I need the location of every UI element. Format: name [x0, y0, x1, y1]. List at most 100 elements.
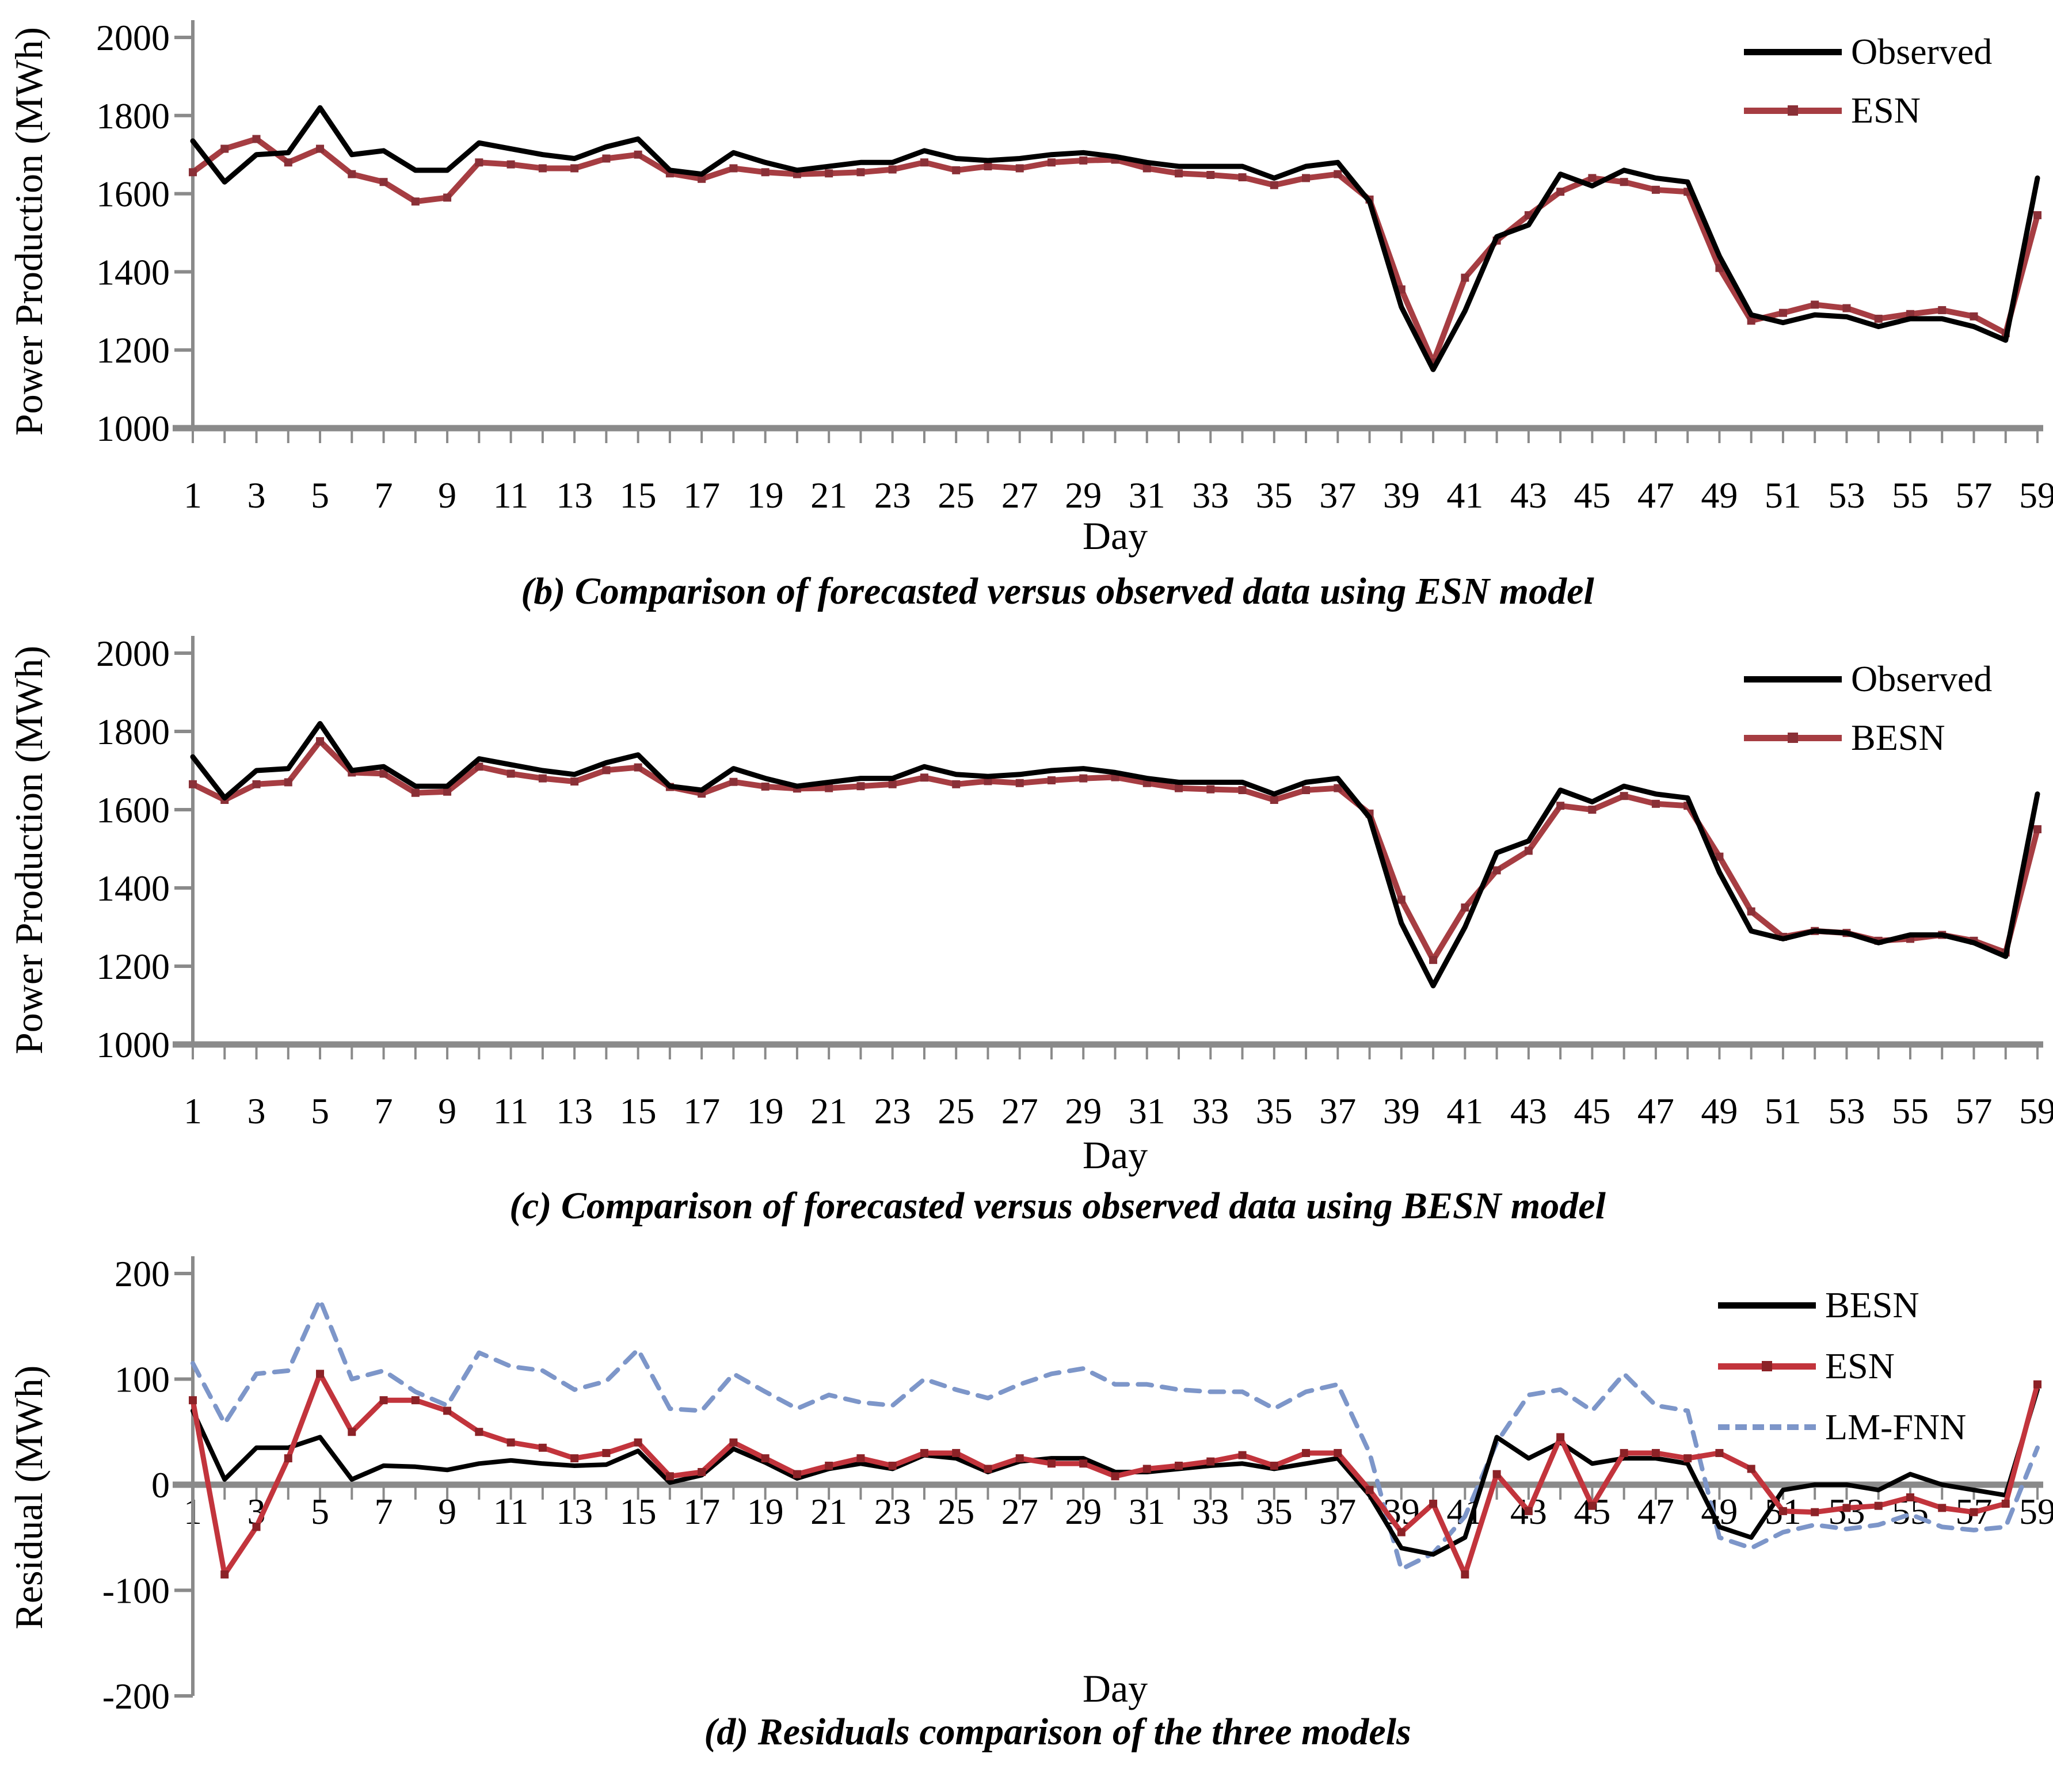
data-point-marker	[761, 168, 770, 177]
data-point-marker	[888, 1461, 897, 1470]
data-point-marker	[1874, 314, 1883, 323]
data-point-marker	[602, 154, 611, 163]
legend-label: LM-FNN	[1825, 1406, 1967, 1447]
data-point-marker	[1047, 158, 1056, 167]
chart-b-y-axis-title: Power Production (MWh)	[7, 26, 51, 436]
x-tick-label: 15	[620, 1091, 657, 1131]
data-point-marker	[570, 777, 579, 786]
legend-item-besn: BESN	[1718, 1282, 1966, 1328]
legend-item-observed: Observed	[1744, 656, 1992, 702]
data-point-marker	[1302, 174, 1311, 182]
data-point-marker	[538, 164, 547, 173]
data-point-marker	[284, 1454, 292, 1463]
x-tick-label: 17	[683, 475, 720, 516]
data-point-marker	[698, 174, 706, 183]
data-point-marker	[984, 777, 992, 786]
data-point-marker	[1461, 903, 1469, 912]
data-point-marker	[1811, 1508, 1819, 1516]
c-x-tick-labels: 1 3 5 7 9 11 13 15 17 19 21 23 25 27 29 31 33 35 37 39 41 43 4…	[184, 1091, 2053, 1131]
data-point-marker	[1620, 178, 1628, 186]
data-point-marker	[1620, 1448, 1628, 1457]
x-tick-label: 47	[1637, 1091, 1674, 1131]
b-x-tick-labels: 1 3 5 7 9 11 13 15 17 19 21 23 25 27 29 31 33 35 37 39 41 43 4…	[184, 475, 2053, 516]
y-tick-label: 1400	[96, 251, 170, 292]
x-tick-label: 7	[375, 1091, 393, 1131]
data-point-marker	[1079, 1459, 1088, 1468]
data-point-marker	[1206, 785, 1215, 794]
x-tick-label: 27	[1001, 475, 1038, 516]
data-point-marker	[189, 168, 197, 177]
data-point-marker	[475, 1428, 483, 1436]
data-point-marker	[856, 168, 865, 177]
legend-label: ESN	[1851, 90, 1921, 131]
data-point-marker	[1651, 1448, 1660, 1457]
data-point-marker	[1842, 1504, 1851, 1512]
x-tick-label: 9	[438, 1091, 456, 1131]
data-point-marker	[1715, 1448, 1724, 1457]
data-point-marker	[284, 778, 292, 787]
x-tick-label: 17	[683, 1091, 720, 1131]
data-point-marker	[1238, 173, 1247, 182]
y-tick-label: 1000	[96, 408, 170, 449]
data-point-marker	[984, 162, 992, 171]
data-point-marker	[1270, 181, 1278, 189]
data-point-marker	[793, 1470, 801, 1478]
x-tick-label: 37	[1319, 475, 1356, 516]
data-point-marker	[1874, 1501, 1883, 1510]
data-point-marker	[1302, 786, 1311, 794]
data-point-marker	[1142, 164, 1151, 173]
chart-d-legend: BESN ESN LM-FNN	[1718, 1282, 1966, 1465]
data-point-marker	[1588, 806, 1597, 814]
data-point-marker	[2033, 211, 2041, 219]
data-point-marker	[888, 780, 897, 788]
data-point-marker	[634, 1438, 642, 1447]
legend-label: BESN	[1851, 717, 1945, 758]
data-point-marker	[379, 769, 388, 778]
c-observed-line	[190, 720, 2040, 989]
y-tick-label: 1000	[96, 1024, 170, 1065]
data-point-marker	[1588, 1501, 1597, 1510]
x-tick-label: 19	[747, 1091, 784, 1131]
data-point-marker	[634, 150, 642, 159]
x-tick-label: 43	[1510, 1091, 1547, 1131]
x-tick-label: 29	[1065, 475, 1102, 516]
d-lm-fnn-line	[191, 1297, 2040, 1572]
x-tick-label: 59	[2019, 1491, 2053, 1532]
x-tick-label: 51	[1765, 475, 1801, 516]
x-tick-label: 1	[184, 475, 202, 516]
y-tick-label: 1600	[96, 790, 170, 830]
y-tick-label: 1200	[96, 946, 170, 987]
data-point-marker	[506, 160, 515, 169]
data-point-marker	[1397, 895, 1406, 904]
x-tick-label: 3	[247, 1091, 266, 1131]
data-point-marker	[1715, 852, 1724, 861]
x-tick-label: 31	[1129, 475, 1165, 516]
x-tick-label: 25	[938, 1091, 974, 1131]
data-point-marker	[920, 1448, 928, 1457]
x-tick-label: 35	[1256, 1091, 1293, 1131]
data-point-marker	[825, 784, 833, 792]
chart-c-x-axis-title: Day	[1082, 1133, 1148, 1177]
data-point-marker	[1556, 188, 1565, 196]
data-point-marker	[1461, 1570, 1469, 1579]
x-tick-label: 55	[1892, 475, 1929, 516]
data-point-marker	[1524, 847, 1533, 855]
data-point-marker	[1397, 1528, 1406, 1536]
besn-line-swatch	[1718, 1302, 1816, 1309]
legend-item-besn: BESN	[1744, 715, 1992, 761]
data-point-marker	[698, 1467, 706, 1476]
data-point-marker	[1365, 1486, 1374, 1494]
data-point-marker	[348, 1428, 356, 1436]
y-tick-label: 1200	[96, 330, 170, 371]
data-point-marker	[189, 780, 197, 788]
data-point-marker	[348, 170, 356, 178]
chart-c-y-axis-title: Power Production (MWh)	[7, 645, 51, 1055]
data-point-marker	[984, 1465, 992, 1473]
data-point-marker	[1683, 1454, 1692, 1463]
x-tick-label: 11	[493, 1091, 529, 1131]
x-tick-label: 31	[1129, 1091, 1165, 1131]
data-point-marker	[602, 766, 611, 775]
data-point-marker	[634, 763, 642, 772]
data-point-marker	[1492, 866, 1501, 875]
data-point-marker	[1079, 774, 1088, 783]
